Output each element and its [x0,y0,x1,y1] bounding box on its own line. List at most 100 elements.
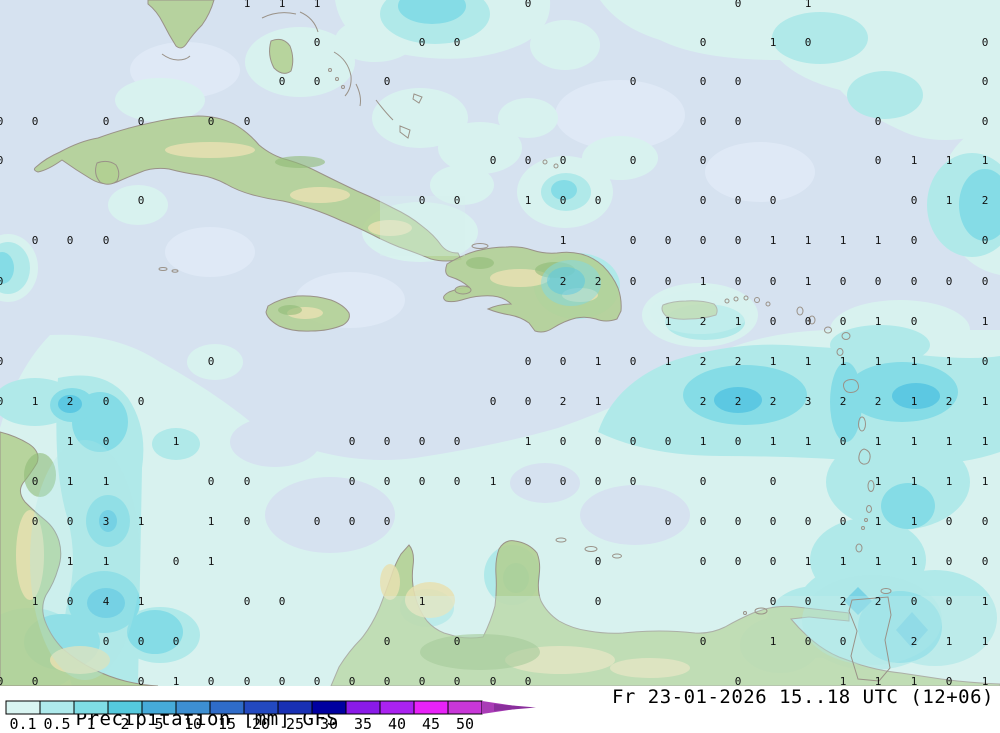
precip-value: 2 [700,395,707,408]
precip-value: 0 [840,515,847,528]
precip-value: 0 [384,475,391,488]
precip-value: 0 [770,194,777,207]
scale-segment [243,700,279,715]
precip-value: 1 [946,154,953,167]
precip-value: 1 [805,0,812,10]
precip-value: 0 [982,355,989,368]
precip-value: 0 [560,194,567,207]
precip-value: 1 [770,234,777,247]
precip-value: 1 [875,315,882,328]
sea-texture [130,42,815,328]
precip-value: 0 [700,75,707,88]
precip-value: 0 [138,675,145,686]
precip-value: 1 [982,154,989,167]
precip-value: 2 [735,355,742,368]
precip-value: 1 [840,234,847,247]
precip-value: 0 [454,435,461,448]
precip-value: 0 [67,234,74,247]
scale-segment [311,700,347,715]
precip-value: 0 [419,675,426,686]
precip-value: 2 [67,395,74,408]
precip-value: 2 [700,355,707,368]
guadeloupe-islet [843,379,859,393]
precip-value: 0 [595,555,602,568]
crooked-islet [399,125,411,139]
long-island-islet [375,99,394,121]
precip-value: 0 [103,435,110,448]
precip-value: 0 [840,315,847,328]
scale-tick-label: 0.5 [43,715,71,733]
scale-tick-label: 5 [154,715,164,733]
precip-value: 1 [840,675,847,686]
precip-value: 1 [911,395,918,408]
precip-value: 1 [244,0,251,10]
precip-value: 1 [805,555,812,568]
precip-value: 0 [138,115,145,128]
precip-value: 0 [911,194,918,207]
scale-tick-label: 0.1 [9,715,37,733]
precip-value: 1 [875,435,882,448]
precip-value: 0 [32,234,39,247]
precip-value: 2 [840,395,847,408]
isla-juventud-land [95,160,120,185]
precip-value: 1 [982,475,989,488]
precip-value: 2 [875,395,882,408]
precip-value: 0 [840,635,847,648]
precip-value: 1 [982,315,989,328]
precip-value: 1 [911,435,918,448]
precip-value: 1 [735,315,742,328]
precip-value: 0 [595,194,602,207]
precip-value: 0 [560,435,567,448]
precip-value: 0 [595,475,602,488]
precip-value: 1 [67,435,74,448]
precip-value: 0 [911,275,918,288]
precip-value: 1 [525,194,532,207]
precip-value: 1 [911,154,918,167]
precipitation-map: 1 1 1 0 0 1 0 0 0 0 1 0 0 0 0 0 0 0 0 0 0 0 0 0 0 0 0 0 0 0 0 0 0 0 0 0 0 1 1 1… [0,0,1000,686]
precip-value: 2 [946,395,953,408]
precip-value: 1 [805,275,812,288]
precip-value: 0 [525,475,532,488]
precip-value: 0 [103,635,110,648]
gonave-land [454,285,472,295]
precip-value: 0 [244,595,251,608]
precip-value: 1 [911,475,918,488]
scale-segment [39,700,75,715]
scale-tick-label: 1 [86,715,96,733]
scale-segment [107,700,143,715]
precip-value: 1 [208,515,215,528]
precip-value: 1 [982,635,989,648]
st-lucia-islet [867,480,875,492]
precip-value: 0 [770,595,777,608]
precip-value: 0 [67,595,74,608]
precip-value: 0 [419,194,426,207]
precip-value: 0 [700,194,707,207]
precip-value: 1 [840,555,847,568]
precip-value: 2 [560,275,567,288]
scale-segment [141,700,177,715]
precip-value: 0 [384,515,391,528]
precip-value: 1 [982,595,989,608]
precip-value: 0 [946,555,953,568]
precip-value: 0 [384,635,391,648]
color-scale [5,700,536,715]
precip-value: 0 [349,675,356,686]
precip-value: 0 [0,355,3,368]
precip-value: 0 [982,275,989,288]
precip-value: 1 [805,234,812,247]
precip-value: 0 [595,435,602,448]
scale-tick-label: 10 [183,715,203,733]
legend-bar: Precipitation [mm] GFS Fr 23-01-2026 15.… [0,686,1000,733]
antigua-islet [841,332,851,340]
precip-value: 1 [208,555,215,568]
precip-value: 1 [805,435,812,448]
precip-value: 0 [735,555,742,568]
precip-value: 0 [0,115,3,128]
precip-value: 1 [875,475,882,488]
precip-value: 2 [875,595,882,608]
precip-value: 1 [875,675,882,686]
precip-value: 1 [875,355,882,368]
precip-value: 0 [419,475,426,488]
precip-value: 1 [138,515,145,528]
